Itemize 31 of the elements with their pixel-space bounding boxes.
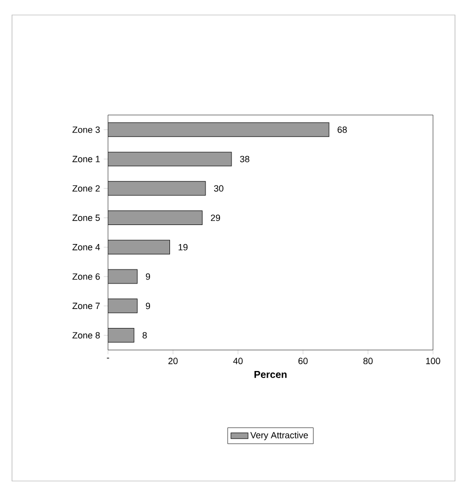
data-label: 9 — [146, 302, 150, 310]
legend-label: Very Attractive — [250, 432, 308, 440]
data-label: 30 — [214, 185, 224, 192]
data-label: 8 — [142, 332, 147, 338]
y-tick-label: Zone 6 — [72, 273, 100, 280]
bar — [108, 181, 206, 196]
bar — [108, 210, 202, 226]
y-tick-label: Zone 3 — [72, 126, 100, 133]
bar — [108, 240, 170, 254]
bar — [108, 122, 330, 137]
y-tick-label: Zone 2 — [72, 185, 100, 192]
data-label: 68 — [338, 126, 347, 133]
data-label: 19 — [178, 244, 188, 250]
y-tick-label: Zone 5 — [72, 214, 100, 221]
y-tick-label: Zone 7 — [72, 302, 100, 310]
x-axis-title: Percen — [254, 371, 287, 378]
x-tick-label: 100 — [426, 358, 440, 364]
x-tick-label: 60 — [298, 358, 308, 364]
bar — [108, 328, 134, 343]
x-tick-label: 20 — [168, 358, 178, 364]
y-tick-label: Zone 8 — [72, 332, 100, 338]
bar — [108, 269, 138, 284]
data-label: 29 — [210, 214, 220, 222]
bar — [108, 152, 232, 166]
y-tick-label: Zone 4 — [72, 244, 100, 250]
bar — [108, 298, 138, 314]
x-tick-label: 40 — [233, 358, 243, 364]
x-tick-label: 80 — [363, 358, 373, 364]
data-label: 38 — [240, 156, 250, 162]
y-tick-label: Zone 1 — [72, 156, 100, 162]
data-label: 9 — [146, 273, 150, 280]
